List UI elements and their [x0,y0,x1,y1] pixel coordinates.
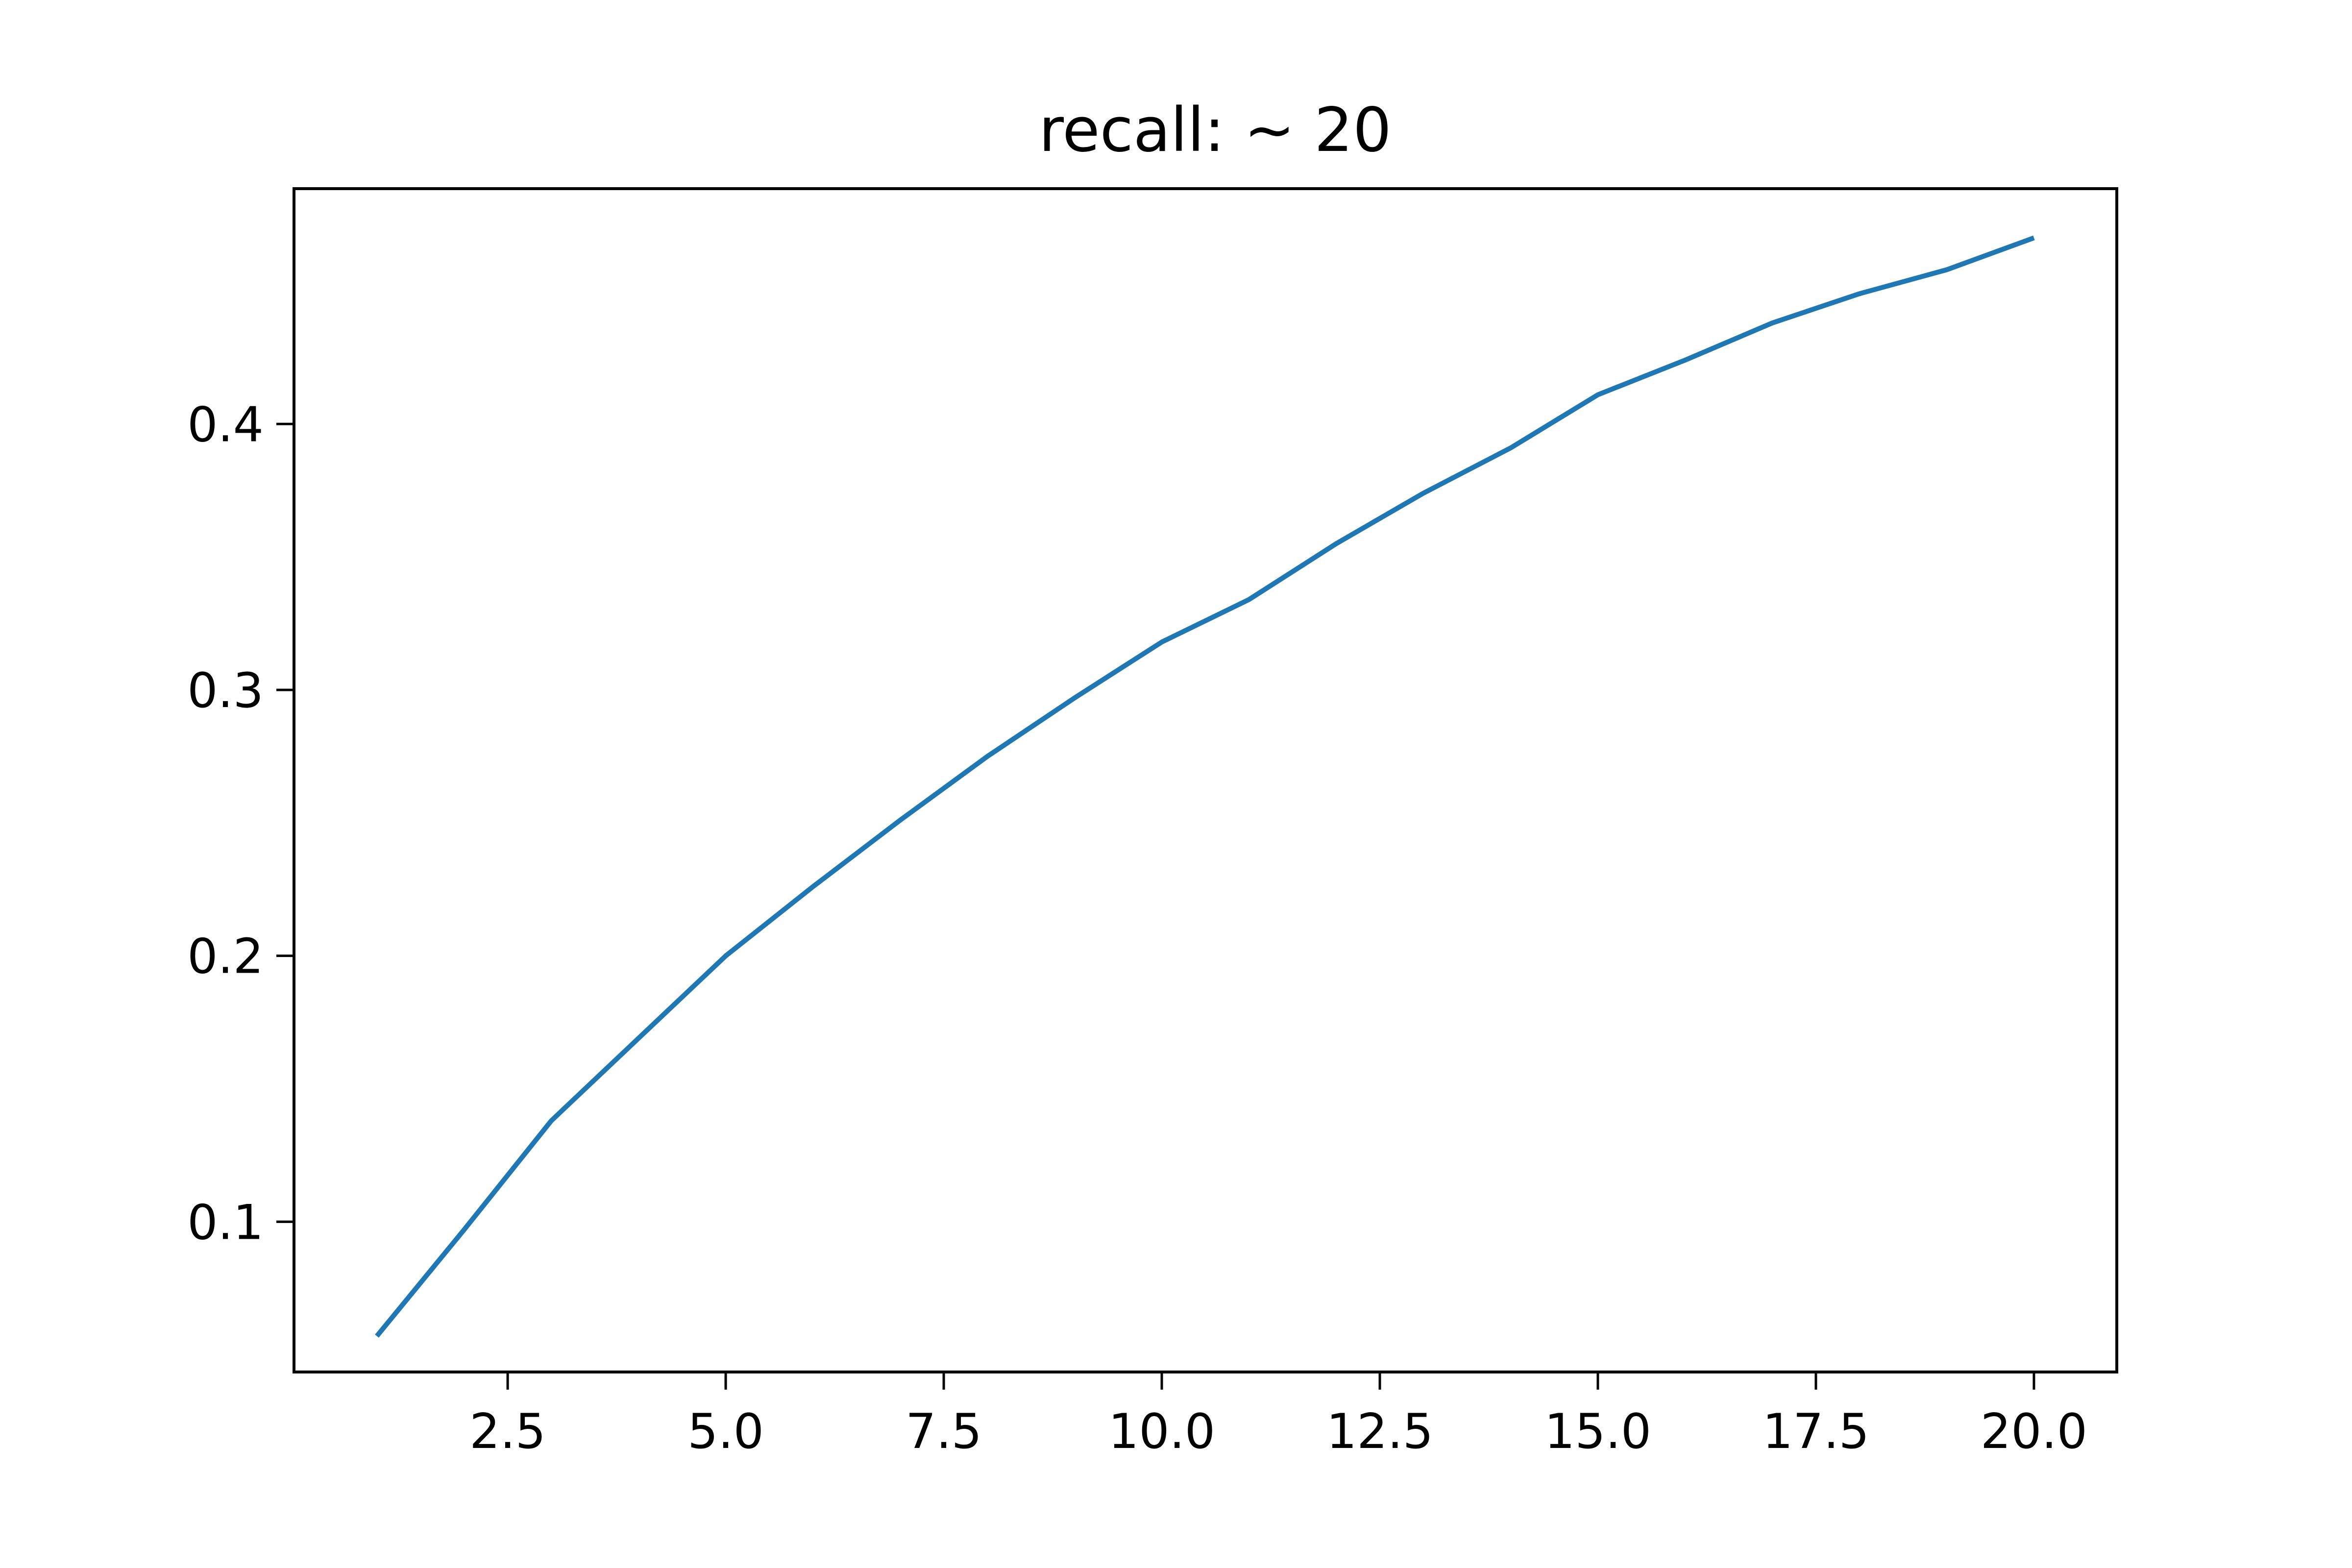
data-point [549,1118,554,1123]
y-tick-label: 0.2 [187,929,264,985]
x-tick-label: 2.5 [469,1404,546,1460]
data-point [374,1334,379,1339]
data-point [1334,541,1339,546]
data-point [1944,268,1949,272]
data-point [1072,695,1077,700]
data-point [1421,490,1426,495]
x-tick-label: 7.5 [906,1404,982,1460]
data-point [1159,639,1164,644]
data-point [1683,358,1688,363]
data-point [985,754,990,759]
series-line-0 [375,235,2035,1338]
x-tick-label: 5.0 [687,1404,764,1460]
data-point [636,1036,641,1041]
y-tick-label: 0.1 [187,1195,264,1250]
axes-frame [293,187,2118,1373]
data-point [723,954,728,958]
data-point [2032,235,2036,240]
data-point [810,884,815,889]
plot-area: 2.5 5.0 7.5 10.0 12.5 15.0 17.5 20.0 0.1 0.2 0.3 0.… [187,187,2118,1460]
data-point [1857,291,1862,296]
data-point [1770,320,1775,325]
data-point [462,1227,466,1232]
chart-title: recall: ~ 20 [1039,95,1392,166]
data-point [1595,392,1600,397]
data-point [898,818,903,823]
data-point [1247,597,1251,602]
x-tick-label: 17.5 [1763,1404,1869,1460]
x-tick-label: 12.5 [1326,1404,1433,1460]
y-tick-label: 0.3 [187,663,264,719]
x-tick-label: 15.0 [1544,1404,1651,1460]
x-tick-label: 10.0 [1108,1404,1215,1460]
x-tick-label: 20.0 [1981,1404,2087,1460]
y-tick-label: 0.4 [187,397,264,453]
data-point [1508,445,1513,450]
